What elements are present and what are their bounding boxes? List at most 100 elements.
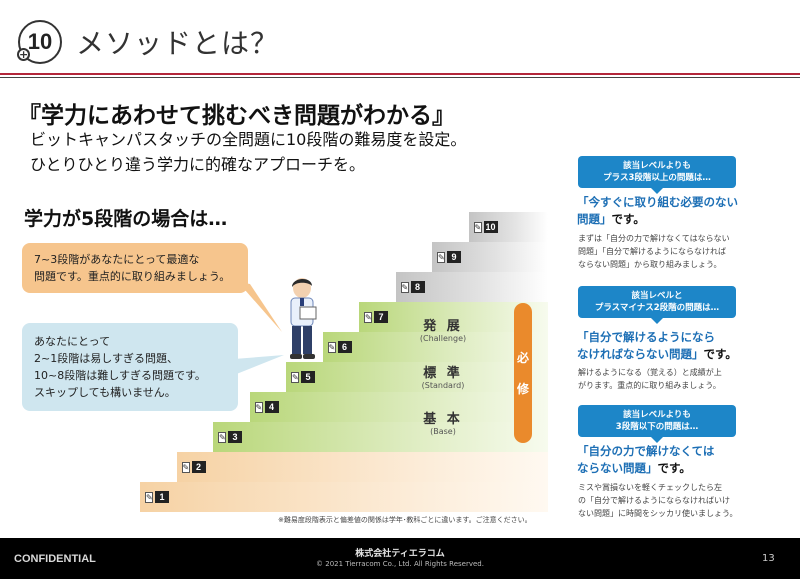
verdict-line: なければならない問題」です。 — [577, 347, 737, 361]
description-line: 問題」「自分で解けるようにならなければ — [578, 247, 726, 256]
description-line: がります。重点的に取り組みましょう。 — [578, 381, 721, 390]
pencil-icon: ✎ — [145, 491, 153, 503]
step-level-label: ✎ 10 — [473, 221, 498, 233]
step-number: 6 — [337, 341, 352, 353]
step-number: 9 — [447, 251, 461, 263]
step-number: 4 — [264, 401, 279, 413]
band-standard: 標 準 (Standard) — [398, 362, 488, 390]
verdict-line: 「自分で解けるようになら — [577, 330, 715, 344]
level-verdict: 「今すぐに取り組む必要のない 問題」です。 — [577, 194, 738, 228]
bubble-line: 10~8段階は難しすぎる問題です。 — [34, 369, 206, 382]
pencil-icon: ✎ — [254, 401, 263, 413]
pencil-icon: ✎ — [473, 221, 482, 233]
subline-1: ビットキャンパスタッチの全問題に10段階の難易度を設定。 — [30, 130, 467, 149]
pill-line: プラス3段階以上の問題は… — [603, 173, 711, 183]
level-condition-pill: 該当レベルよりもプラス3段階以上の問題は… — [578, 156, 736, 188]
speech-bubble-tail — [234, 355, 284, 375]
step-level-label: ✎ 2 — [181, 461, 206, 473]
stair-step — [286, 362, 548, 392]
step-level-label: ✎ 3 — [218, 431, 242, 443]
step-number: 1 — [155, 491, 169, 503]
description-line: ならない問題」から取り組みましょう。 — [578, 260, 722, 269]
description-line: 解けるようになる（覚える）と成績が上 — [578, 368, 722, 377]
header-rule-thin — [0, 77, 800, 78]
step-number: 10 — [483, 221, 498, 233]
section-number-badge: 10 — [18, 20, 62, 64]
step-level-label: ✎ 7 — [364, 311, 388, 323]
header-rule — [0, 73, 800, 75]
pill-pointer — [651, 318, 663, 324]
description-line: の「自分で解けるようにならなければいけ — [578, 496, 730, 505]
pill-pointer — [651, 437, 663, 443]
step-footnote: ※難易度段階表示と偏差値の関係は学年･教科ごとに違います。ご注意ください。 — [278, 516, 532, 524]
stair-step — [176, 452, 548, 482]
copyright: © 2021 Tierracom Co., Ltd. All Rights Re… — [316, 560, 484, 568]
band-label-jp: 基 本 — [423, 412, 463, 427]
stair-step — [249, 392, 548, 422]
pencil-icon: ✎ — [437, 251, 445, 263]
step-level-label: ✎ 5 — [291, 371, 315, 383]
step-number: 5 — [301, 371, 315, 383]
description-line: まずは「自分の力で解けなくてはならない — [578, 234, 730, 243]
pencil-icon: ✎ — [181, 461, 190, 473]
stair-step — [322, 332, 548, 362]
required-bar: 必 修 — [514, 303, 532, 443]
bubble-line: 7~3段階があなたにとって最適な — [34, 253, 200, 266]
student-illustration — [290, 278, 317, 359]
level-description: 解けるようになる（覚える）と成績が上 がります。重点的に取り組みましょう。 — [578, 366, 722, 392]
band-label-en: (Challenge) — [419, 334, 467, 343]
verdict-line: ならない問題」です。 — [577, 461, 691, 475]
level-verdict: 「自分の力で解けなくては ならない問題」です。 — [577, 443, 714, 477]
verdict-line: 「自分の力で解けなくては — [577, 444, 715, 458]
description-line: ない問題」に時間をシッカリ使いましょう。 — [578, 509, 738, 518]
level-verdict: 「自分で解けるようにならなければならない問題」です。 — [577, 329, 737, 363]
stair-step — [468, 212, 548, 242]
subline-2: ひとりひとり違う学力に的確なアプローチを。 — [30, 155, 366, 174]
band-base: 基 本 (Base) — [398, 408, 488, 436]
stair-step — [140, 482, 548, 512]
pencil-icon: ✎ — [291, 371, 299, 383]
pencil-icon: ✎ — [364, 311, 372, 323]
speech-bubble-tail — [238, 282, 282, 332]
speech-bubble-skip: あなたにとって 2~1段階は易しすぎる問題、 10~8段階は難しすぎる問題です。… — [22, 323, 238, 411]
pencil-icon: ✎ — [218, 431, 226, 443]
pill-line: 3段階以下の問題は… — [615, 422, 699, 432]
pill-line: 該当レベルよりも — [623, 410, 691, 420]
bubble-line: 問題です。重点的に取り組みましょう。 — [34, 270, 231, 283]
required-char: 必 — [516, 351, 529, 365]
step-number: 3 — [228, 431, 242, 443]
pencil-icon: ✎ — [327, 341, 336, 353]
footer-bar — [0, 538, 800, 579]
step-level-label: ✎ 1 — [145, 491, 169, 503]
level-description: まずは「自分の力で解けなくてはならない 問題」「自分で解けるようにならなければ なら… — [578, 232, 730, 271]
plus-icon: + — [17, 48, 30, 61]
band-label-jp: 発 展 — [423, 319, 463, 334]
verdict-line: 問題」です。 — [577, 212, 645, 226]
level-condition-pill: 該当レベルよりも 3段階以下の問題は… — [578, 405, 736, 437]
speech-bubble-optimal: 7~3段階があなたにとって最適な 問題です。重点的に取り組みましょう。 — [22, 243, 248, 293]
verdict-line: 「今すぐに取り組む必要のない — [577, 195, 738, 209]
step-level-label: ✎ 4 — [254, 401, 279, 413]
bubble-line: スキップしても構いません。 — [34, 386, 176, 399]
pencil-icon: ✎ — [400, 281, 409, 293]
bubble-line: 2~1段階は易しすぎる問題、 — [34, 352, 178, 365]
step-number: 8 — [410, 281, 425, 293]
pill-line: 該当レベルよりも — [623, 161, 691, 171]
section-title: 学力が5段階の場合は… — [24, 208, 228, 230]
level-condition-pill: 該当レベルと プラスマイナス2段階の問題は… — [578, 286, 736, 318]
band-challenge: 発 展 (Challenge) — [398, 315, 488, 343]
page-title: メソッドとは？ — [76, 27, 280, 60]
step-level-label: ✎ 8 — [400, 281, 425, 293]
company-name: 株式会社ティエラコム — [355, 549, 445, 559]
pill-line: 該当レベルと — [631, 291, 683, 301]
step-number: 7 — [374, 311, 388, 323]
band-label-en: (Base) — [430, 427, 456, 436]
step-level-label: ✎ 6 — [327, 341, 352, 353]
band-label-en: (Standard) — [421, 381, 465, 390]
level-description: ミスや賞損ないを軽くチェックしたら左 の「自分で解けるようにならなければいけ ない問… — [578, 481, 738, 520]
description-line: ミスや賞損ないを軽くチェックしたら左 — [578, 483, 722, 492]
required-char: 修 — [516, 382, 529, 396]
page-number: 13 — [762, 553, 775, 564]
bubble-line: あなたにとって — [34, 335, 111, 348]
step-level-label: ✎ 9 — [437, 251, 461, 263]
